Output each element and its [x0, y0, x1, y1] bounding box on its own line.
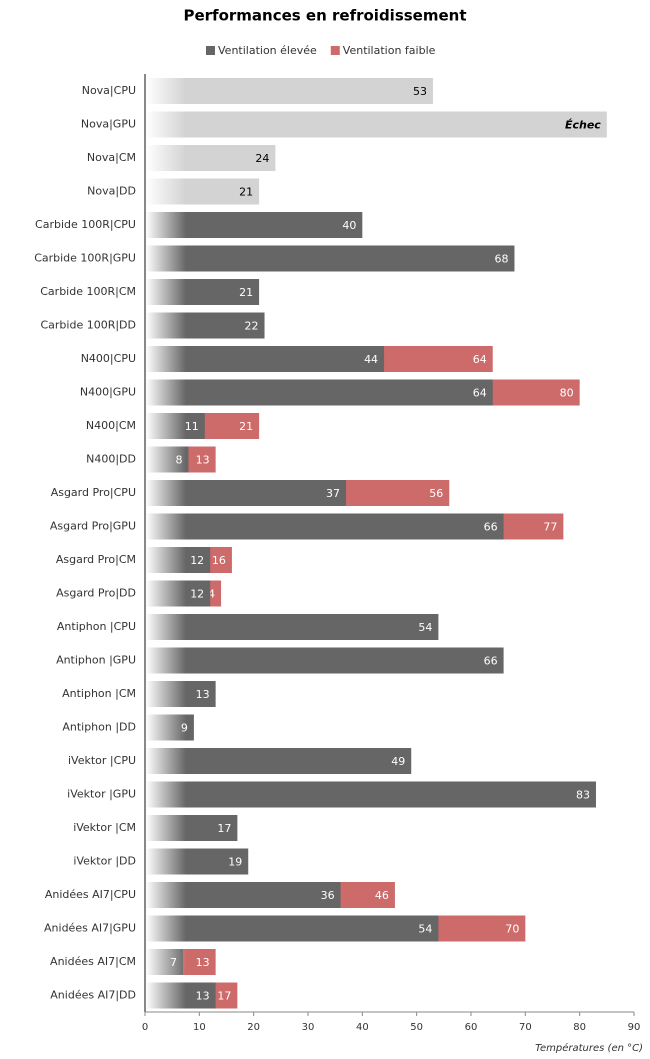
y-tick-label: iVektor |GPU — [67, 788, 136, 801]
y-tick-label: Anidées AI7|CPU — [45, 888, 136, 901]
y-tick-label: Asgard Pro|DD — [56, 587, 136, 600]
legend-swatch — [206, 46, 215, 55]
y-tick-label: Asgard Pro|CPU — [51, 486, 136, 499]
x-tick-label: 50 — [410, 1022, 423, 1033]
bar — [145, 513, 504, 540]
y-tick-label: Nova|GPU — [81, 118, 136, 131]
bar-fade — [146, 74, 186, 1013]
y-tick-label: Nova|DD — [87, 185, 136, 198]
chart-title: Performances en refroidissement — [183, 7, 466, 25]
x-tick-label: 90 — [628, 1022, 641, 1033]
value-label: 21 — [239, 186, 253, 199]
y-tick-label: N400|GPU — [80, 386, 136, 399]
value-label: 53 — [413, 85, 427, 98]
x-tick-label: 40 — [356, 1022, 369, 1033]
value-label: 66 — [484, 521, 498, 534]
value-label: 21 — [239, 420, 253, 433]
value-label: 54 — [418, 621, 432, 634]
y-tick-label: Anidées AI7|GPU — [44, 922, 136, 935]
value-label: 37 — [326, 487, 340, 500]
bar — [145, 245, 515, 272]
x-tick-label: 10 — [193, 1022, 206, 1033]
value-label: 17 — [217, 990, 231, 1003]
value-label: 46 — [375, 889, 389, 902]
y-tick-label: iVektor |CM — [73, 821, 136, 834]
x-tick-label: 70 — [519, 1022, 532, 1033]
y-tick-label: Antiphon |CPU — [57, 620, 136, 633]
y-tick-label: Asgard Pro|GPU — [50, 520, 136, 533]
bar — [145, 915, 439, 942]
bar — [145, 78, 433, 104]
value-label: 64 — [473, 353, 487, 366]
y-tick-label: N400|CPU — [81, 352, 136, 365]
value-label: 66 — [484, 655, 498, 668]
y-tick-label: Antiphon |GPU — [56, 654, 136, 667]
y-tick-label: Carbide 100R|CPU — [35, 218, 136, 231]
legend-label: Ventilation faible — [343, 44, 436, 57]
x-tick-label: 20 — [247, 1022, 260, 1033]
y-tick-label: Carbide 100R|GPU — [34, 252, 136, 265]
value-label: 68 — [494, 253, 508, 266]
y-tick-label: Asgard Pro|CM — [56, 553, 136, 566]
bar — [145, 748, 412, 774]
y-tick-label: Nova|CM — [87, 151, 136, 164]
legend-swatch — [330, 46, 340, 55]
y-tick-label: iVektor |DD — [73, 855, 136, 868]
value-label: 77 — [543, 521, 557, 534]
value-label: 44 — [364, 353, 378, 366]
bar — [145, 614, 439, 640]
y-tick-label: Anidées AI7|DD — [50, 989, 136, 1002]
value-label: 13 — [196, 454, 210, 467]
y-tick-label: Antiphon |CM — [62, 687, 136, 700]
value-label: 22 — [245, 320, 259, 333]
value-label: 56 — [429, 487, 443, 500]
value-label: 16 — [212, 554, 226, 567]
value-label: 36 — [321, 889, 335, 902]
x-tick-label: 60 — [465, 1022, 478, 1033]
value-label: 12 — [190, 588, 204, 601]
value-label: 13 — [196, 956, 210, 969]
bar — [145, 781, 596, 808]
value-label: 12 — [190, 554, 204, 567]
y-tick-label: Anidées AI7|CM — [50, 955, 136, 968]
value-label: 83 — [576, 789, 590, 802]
x-tick-label: 80 — [573, 1022, 586, 1033]
legend-label: Ventilation élevée — [218, 44, 317, 57]
bar — [145, 647, 504, 674]
bar — [145, 379, 493, 406]
value-label: 70 — [505, 923, 519, 936]
value-label: 13 — [196, 990, 210, 1003]
value-label: 17 — [217, 822, 231, 835]
y-tick-label: Antiphon |DD — [62, 721, 136, 734]
y-tick-label: iVektor |CPU — [68, 754, 136, 767]
value-label: Échec — [565, 119, 601, 132]
y-tick-label: N400|CM — [86, 419, 136, 432]
value-label: 24 — [255, 152, 269, 165]
y-tick-label: Nova|CPU — [82, 84, 136, 97]
value-label: 49 — [391, 755, 405, 768]
x-tick-label: 0 — [142, 1022, 148, 1033]
y-tick-label: Carbide 100R|DD — [40, 319, 136, 332]
y-tick-label: N400|DD — [86, 453, 136, 466]
value-label: 54 — [418, 923, 432, 936]
value-label: 13 — [196, 688, 210, 701]
value-label: 21 — [239, 286, 253, 299]
value-label: 19 — [228, 856, 242, 869]
value-label: 40 — [342, 219, 356, 232]
value-label: 11 — [185, 420, 199, 433]
x-tick-label: 30 — [302, 1022, 315, 1033]
value-label: 80 — [560, 387, 574, 400]
y-tick-label: Carbide 100R|CM — [40, 285, 136, 298]
x-axis-label: Températures (en °C) — [535, 1042, 643, 1054]
bar — [145, 111, 607, 138]
value-label: 64 — [473, 387, 487, 400]
